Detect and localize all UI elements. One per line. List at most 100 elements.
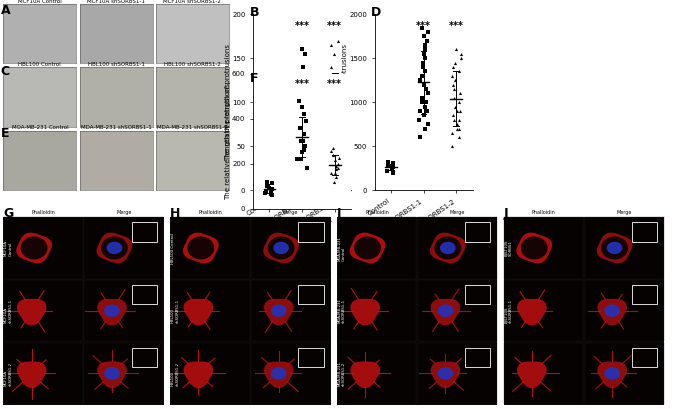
Point — [383, 162, 394, 169]
Bar — [632, 348, 657, 367]
Point — [297, 46, 308, 53]
Text: A: A — [1, 4, 10, 17]
Polygon shape — [97, 299, 127, 326]
Point — [418, 59, 429, 66]
Text: J: J — [504, 207, 508, 220]
Circle shape — [605, 305, 619, 316]
Point — [448, 117, 459, 123]
Point — [298, 138, 308, 144]
Point — [292, 130, 302, 136]
Point — [330, 112, 341, 119]
Point — [261, 189, 271, 195]
Point — [299, 111, 310, 117]
Point — [267, 160, 277, 167]
Point — [296, 99, 306, 106]
Point — [294, 124, 305, 131]
Point — [448, 64, 458, 70]
Point — [332, 110, 343, 116]
Polygon shape — [601, 236, 628, 259]
Point — [262, 183, 273, 189]
Point — [260, 190, 271, 196]
Bar — [632, 285, 657, 304]
Point — [381, 168, 392, 174]
Text: Phalloidin: Phalloidin — [365, 210, 389, 215]
Polygon shape — [184, 299, 213, 326]
Point — [326, 106, 337, 112]
Point — [325, 169, 336, 176]
Point — [423, 121, 433, 128]
Point — [300, 124, 310, 130]
Text: Phalloidin: Phalloidin — [32, 210, 55, 215]
Bar — [465, 222, 491, 242]
Polygon shape — [17, 299, 47, 326]
Circle shape — [271, 368, 286, 379]
Point — [416, 99, 427, 106]
Point — [333, 81, 344, 88]
Polygon shape — [431, 299, 460, 326]
Title: MDA-MB-231 shSORBS1-1: MDA-MB-231 shSORBS1-1 — [81, 126, 151, 130]
Point — [325, 139, 336, 145]
Polygon shape — [350, 299, 380, 326]
Point — [301, 134, 312, 141]
Point — [296, 86, 307, 92]
Point — [298, 94, 309, 101]
Point — [333, 103, 344, 110]
Point — [331, 174, 342, 180]
Text: ***: *** — [327, 79, 342, 89]
Point — [421, 37, 432, 44]
Text: MCF10A
Control: MCF10A Control — [0, 240, 2, 256]
Text: Merge: Merge — [616, 210, 632, 215]
Point — [423, 90, 433, 97]
Polygon shape — [597, 299, 627, 326]
Text: ***: *** — [294, 21, 310, 31]
Point — [450, 59, 460, 66]
Point — [454, 125, 465, 132]
Point — [325, 148, 336, 155]
Point — [388, 169, 399, 176]
Text: MCF10A
shSORBS1-2: MCF10A shSORBS1-2 — [4, 362, 13, 386]
Point — [298, 147, 309, 153]
Point — [296, 90, 307, 97]
Point — [420, 68, 431, 75]
Point — [454, 99, 464, 106]
Point — [333, 121, 344, 128]
Point — [261, 181, 272, 187]
Bar — [632, 222, 657, 242]
Point — [387, 160, 398, 166]
Text: MDA-MB-231
Control: MDA-MB-231 Control — [338, 236, 346, 261]
Point — [416, 24, 427, 31]
Point — [262, 156, 273, 163]
Point — [456, 51, 466, 57]
Text: H: H — [170, 207, 180, 220]
Polygon shape — [435, 236, 461, 259]
Y-axis label: The relative length of protrusions: The relative length of protrusions — [225, 83, 231, 200]
Text: BJ/LT10S
SORBS1: BJ/LT10S SORBS1 — [504, 240, 513, 256]
Text: B: B — [250, 6, 259, 19]
Text: ***: *** — [449, 21, 464, 31]
Point — [266, 180, 277, 186]
Polygon shape — [517, 299, 547, 326]
Point — [325, 118, 335, 125]
Point — [296, 138, 307, 144]
Point — [266, 162, 277, 169]
Text: Merge: Merge — [116, 210, 132, 215]
Bar — [298, 285, 324, 304]
Polygon shape — [97, 233, 132, 263]
Text: C: C — [1, 65, 10, 79]
Polygon shape — [354, 236, 381, 259]
Text: ***: *** — [294, 79, 310, 89]
Text: MCF10A
shSORBS1-1: MCF10A shSORBS1-1 — [4, 299, 13, 323]
Point — [447, 72, 458, 79]
Point — [298, 81, 308, 88]
Point — [266, 165, 277, 171]
Circle shape — [608, 243, 622, 254]
Point — [328, 51, 339, 57]
Point — [450, 77, 460, 83]
Text: MCF10A
Control: MCF10A Control — [4, 240, 13, 256]
Polygon shape — [184, 362, 213, 388]
Point — [413, 117, 424, 123]
Title: MDA-MB-231 shSORBS1-2: MDA-MB-231 shSORBS1-2 — [157, 126, 227, 130]
Polygon shape — [597, 362, 627, 388]
Polygon shape — [521, 236, 547, 259]
Point — [267, 192, 277, 198]
